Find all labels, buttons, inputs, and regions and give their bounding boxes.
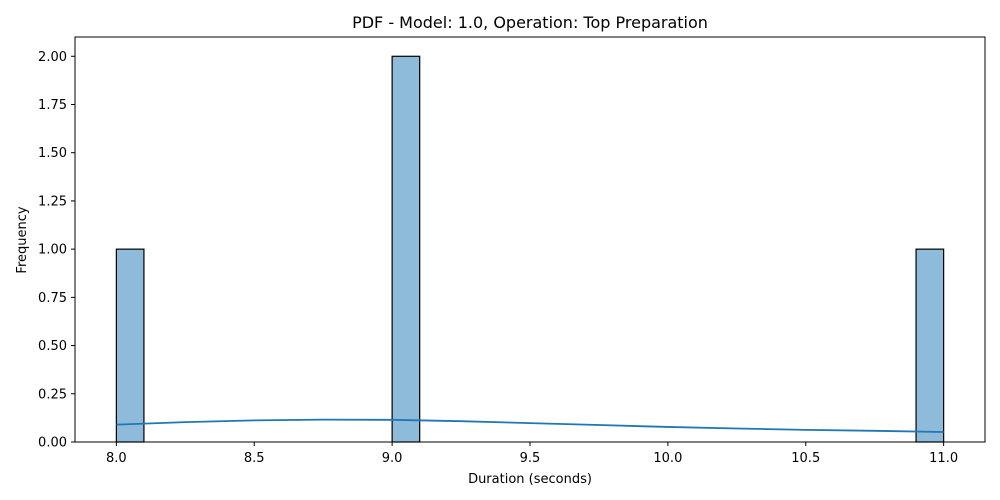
- x-tick-label: 9.0: [382, 451, 403, 466]
- y-tick-label: 0.75: [38, 291, 67, 306]
- x-tick-label: 8.0: [106, 451, 127, 466]
- y-axis-label: Frequency: [15, 206, 30, 273]
- kde-layer: [116, 418, 944, 433]
- bars-layer: [115, 55, 945, 443]
- x-tick-label: 11.0: [929, 451, 958, 466]
- y-tick-label: 1.00: [38, 243, 67, 258]
- y-axis-ticks: 0.00 0.25 0.50 0.75 1.00 1.25 1.50 1.75 2.00: [38, 50, 75, 451]
- y-tick-label: 2.00: [38, 50, 67, 65]
- histogram-bar-2: [391, 55, 421, 443]
- y-tick-label: 1.25: [38, 194, 67, 209]
- x-tick-label: 9.5: [520, 451, 541, 466]
- chart-title: PDF - Model: 1.0, Operation: Top Prepara…: [352, 13, 708, 32]
- x-tick-label: 10.5: [791, 451, 820, 466]
- x-tick-label: 8.5: [244, 451, 265, 466]
- y-tick-label: 0.00: [38, 436, 67, 451]
- plot-frame: [74, 36, 986, 443]
- x-axis-ticks: 8.0 8.5 9.0 9.5 10.0 10.5 11.0: [106, 442, 958, 466]
- y-tick-label: 0.25: [38, 387, 67, 402]
- y-tick-label: 0.50: [38, 339, 67, 354]
- histogram-bar-3: [915, 248, 945, 443]
- x-axis-label: Duration (seconds): [468, 472, 592, 487]
- x-tick-label: 10.0: [653, 451, 682, 466]
- kde-curve: [116, 418, 944, 433]
- histogram-bar-1: [115, 248, 145, 443]
- y-tick-label: 1.75: [38, 98, 67, 113]
- y-tick-label: 1.50: [38, 146, 67, 161]
